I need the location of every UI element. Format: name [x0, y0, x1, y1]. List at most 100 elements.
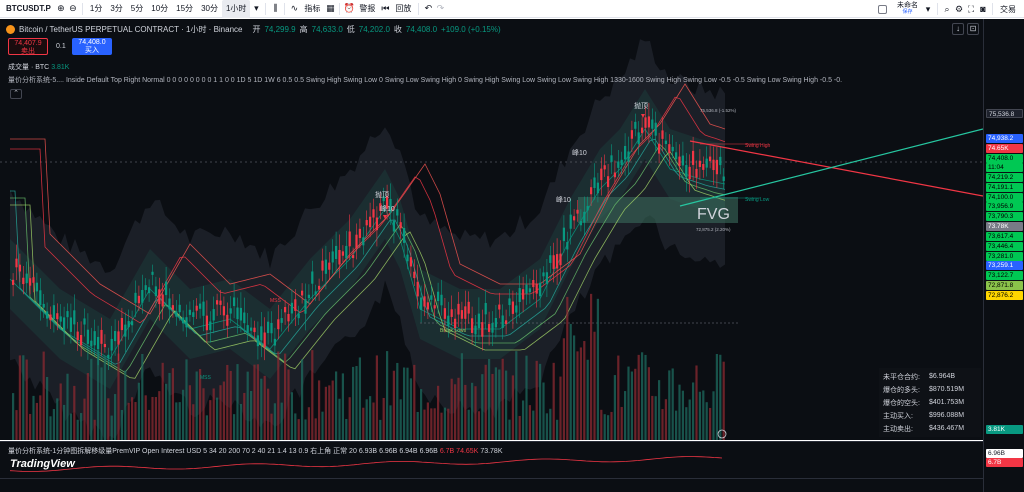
stat-value: $6.964B [929, 373, 956, 380]
alert-button[interactable]: 警报 [359, 4, 376, 13]
candle-body [617, 161, 620, 168]
indicators-button[interactable]: 指标 [304, 4, 321, 13]
volume-bar [409, 378, 412, 440]
volume-bar [182, 389, 185, 440]
volume-bar [233, 414, 236, 440]
symbol-search[interactable]: BTCUSDT.P [6, 4, 51, 13]
add-symbol-icon[interactable]: ⊕ [57, 3, 65, 13]
price-axis-label: 6.96B [986, 449, 1023, 458]
volume-bar [304, 419, 307, 440]
sell-button[interactable]: 74,407.9 卖出 [8, 38, 48, 55]
volume-legend[interactable]: 成交量 · BTC 3.81K [8, 62, 69, 72]
time-axis[interactable] [0, 478, 983, 492]
candle-body [331, 251, 334, 263]
candle-body [545, 272, 548, 284]
price-axis[interactable]: 75,536.8 74,938.2 74.65K 74,408.0 11:04 74,21… [983, 19, 1024, 492]
volume-bar [192, 404, 195, 440]
timeframe-dropdown-icon[interactable]: ▾ [254, 3, 259, 13]
open-interest-pane[interactable]: 量价分析系统-1分钟图拆解移级量PremVIP Open Interest US… [0, 441, 983, 478]
candle-body [86, 329, 89, 344]
oscillator-legend[interactable]: 量价分析系统-1分钟图拆解移级量PremVIP Open Interest US… [8, 446, 503, 456]
volume-bar [722, 361, 725, 440]
candle-body [304, 299, 307, 314]
candle-body [15, 258, 18, 268]
templates-icon[interactable]: ▦ [326, 3, 335, 13]
volume-bar [59, 383, 62, 440]
timeframe-1m[interactable]: 1分 [89, 4, 103, 13]
candle-body [199, 303, 202, 309]
chart-annotation: Swing Low [745, 197, 770, 203]
volume-bar [545, 413, 548, 440]
volume-bar [450, 378, 453, 440]
support-trendline [679, 128, 983, 207]
volume-bar [66, 373, 69, 440]
candle-body [182, 317, 185, 324]
candle-body [73, 310, 76, 325]
chart-annotation: 抛顶 [634, 101, 648, 110]
timeframe-5m[interactable]: 5分 [130, 4, 144, 13]
scroll-down-icon[interactable]: ↓ [952, 23, 964, 35]
indicator-legend[interactable]: 量价分析系统-5.... Inside Default Top Right No… [8, 77, 843, 84]
fullscreen-icon[interactable]: ⛶ [967, 3, 975, 14]
volume-bar [32, 395, 35, 440]
volume-bar [294, 413, 297, 440]
compare-icon[interactable]: ⊖ [69, 3, 77, 13]
indicators-icon[interactable]: ∿ [290, 3, 299, 13]
camera-icon[interactable]: ◙ [980, 4, 986, 14]
timeframe-1h[interactable]: 1小时 [221, 0, 251, 18]
volume-bar [624, 391, 627, 440]
timeframe-15m[interactable]: 15分 [176, 4, 194, 13]
toolbar-divider [992, 3, 993, 15]
main-chart-pane[interactable]: FVG 抛顶 峰10 峰10 峰10 抛顶 Swing High Swing Low Break… [0, 19, 983, 440]
redo-icon[interactable]: ↷ [436, 3, 445, 13]
candle-body [440, 294, 443, 306]
timeframe-10m[interactable]: 10分 [151, 4, 169, 13]
volume-bar [399, 399, 402, 440]
alert-icon[interactable]: ⏰ [343, 3, 356, 13]
candle-style-icon[interactable]: ⫼ [273, 3, 278, 13]
candle-body [420, 297, 423, 310]
candle-body [280, 318, 283, 323]
volume-bar [195, 371, 198, 440]
sell-label: 卖出 [21, 48, 35, 55]
chart-title[interactable]: Bitcoin / TetherUS PERPETUAL CONTRACT · … [19, 25, 243, 34]
tradingview-logo[interactable]: TradingView [10, 458, 75, 470]
collapse-legend-icon[interactable]: ⌃ [10, 89, 22, 99]
volume-bar [154, 397, 157, 440]
sell-marker-icon [641, 114, 645, 118]
timeframe-3m[interactable]: 3分 [110, 4, 123, 13]
layout-dropdown-icon[interactable]: ▾ [925, 3, 931, 14]
trade-button[interactable]: 交易 [1000, 4, 1016, 14]
timeframe-30m[interactable]: 30分 [201, 4, 218, 13]
layout-checkbox[interactable] [878, 4, 887, 14]
search-icon[interactable]: ⌕ [944, 3, 950, 14]
replay-button[interactable]: 回放 [395, 4, 412, 13]
candle-body [579, 221, 582, 226]
volume-bar [695, 365, 698, 440]
toolbar-divider [81, 2, 83, 15]
volume-bar [318, 380, 321, 440]
volume-bar [212, 388, 215, 440]
buy-button[interactable]: 74,408.0 买入 [72, 38, 112, 55]
volume-bar [171, 368, 174, 440]
candle-body [488, 324, 491, 332]
candle-body [702, 164, 705, 170]
clock-icon [717, 429, 727, 439]
candle-body [457, 303, 460, 315]
candle-body [389, 198, 392, 213]
candle-body [110, 338, 113, 351]
settings-icon[interactable]: ⚙ [954, 3, 964, 14]
candle-body [630, 130, 633, 139]
volume-bar [702, 390, 705, 440]
volume-bar [229, 370, 232, 440]
replay-icon[interactable]: ⏮ [381, 3, 390, 13]
price-axis-label: 11:04 [986, 163, 1023, 172]
candle-body [454, 318, 457, 329]
volume-bar [22, 355, 25, 440]
candle-body [226, 314, 229, 326]
undo-icon[interactable]: ↶ [424, 3, 433, 13]
maximize-pane-icon[interactable]: ⊡ [967, 23, 979, 35]
volume-bar [202, 388, 205, 440]
layout-name[interactable]: 未命名 保存 [893, 2, 922, 16]
